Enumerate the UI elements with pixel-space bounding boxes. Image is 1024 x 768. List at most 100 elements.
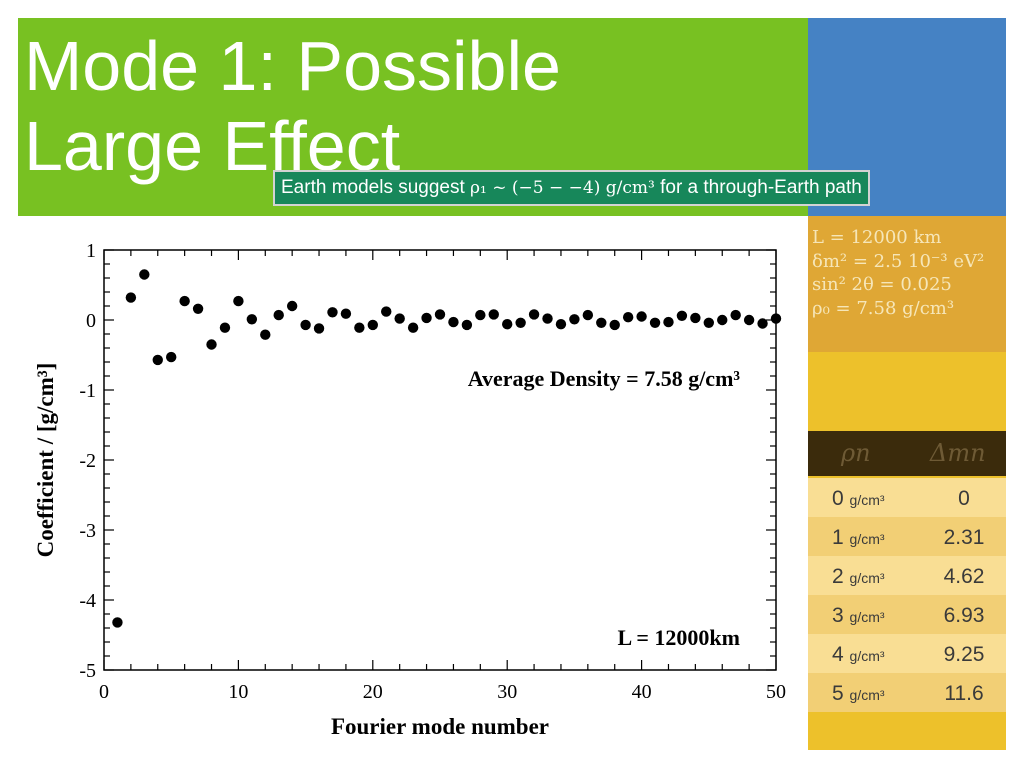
param-baseline: L = 12000 km	[812, 227, 942, 248]
data-point	[649, 317, 661, 328]
data-point	[300, 319, 311, 331]
y-tick-label: -3	[79, 520, 96, 542]
parameter-list: L = 12000 km δm² = 2.5 10⁻³ eV² sin² 2θ …	[812, 226, 1006, 320]
data-point	[609, 319, 620, 331]
data-point	[703, 317, 714, 328]
param-mass-splitting: δm² = 2.5 10⁻³ eV²	[812, 250, 985, 272]
table-cell-rho: 2 g/cm³	[832, 565, 885, 588]
table-row: 1 g/cm³ 2.31	[808, 517, 1006, 556]
annotation-baseline: L = 12000km	[617, 625, 740, 650]
table-cell-delta: 9.25	[943, 643, 985, 666]
data-point	[636, 311, 647, 322]
x-tick-label: 20	[363, 681, 383, 703]
data-point	[327, 307, 338, 318]
table-cell-delta: 11.6	[944, 682, 984, 705]
table-cell-rho: 4 g/cm³	[832, 643, 885, 666]
data-point	[179, 295, 190, 307]
data-point	[206, 339, 217, 350]
data-point	[139, 269, 150, 280]
table-row: 3 g/cm³ 6.93	[808, 595, 1006, 634]
table-cell-rho: 1 g/cm³	[832, 526, 885, 549]
table-cell-delta: 6.93	[943, 604, 985, 627]
data-point	[219, 322, 231, 333]
x-tick-label: 0	[99, 681, 109, 703]
slide-title: Mode 1: Possible Large Effect	[24, 27, 561, 185]
data-point	[434, 309, 446, 320]
orange-accent-block	[808, 216, 1006, 352]
y-tick-label: -1	[79, 380, 96, 402]
density-callout: Earth models suggest ρ₁ ~ (−5 − −4) g/cm…	[273, 170, 870, 206]
y-tick-label: -4	[79, 590, 96, 612]
table-cell-delta: 0	[958, 487, 970, 510]
data-point	[743, 314, 755, 326]
x-tick-label: 10	[228, 681, 248, 703]
param-mixing-angle: sin² 2θ = 0.025	[812, 274, 952, 295]
table-row: 5 g/cm³ 11.6	[808, 673, 1006, 712]
annotation-average-density: Average Density = 7.58 g/cm³	[468, 366, 741, 391]
data-point	[354, 322, 365, 333]
table-row: 2 g/cm³ 4.62	[808, 556, 1006, 595]
data-point	[730, 309, 741, 321]
y-tick-label: -5	[79, 660, 96, 682]
param-average-density: ρ₀ = 7.58 g/cm³	[812, 297, 955, 319]
table-cell-delta: 2.31	[943, 526, 985, 549]
data-point	[286, 300, 298, 312]
data-point	[528, 309, 540, 320]
table-row: 0 g/cm³ 0	[808, 478, 1006, 517]
data-point	[622, 312, 634, 323]
data-point	[246, 314, 258, 325]
data-point	[717, 314, 728, 326]
data-point	[448, 316, 459, 328]
data-point	[502, 319, 513, 330]
data-point	[367, 319, 378, 331]
table-row: 4 g/cm³ 9.25	[808, 634, 1006, 673]
callout-text-before: Earth models suggest	[281, 177, 471, 198]
table-cell-rho: 0 g/cm³	[832, 487, 885, 510]
data-point	[260, 329, 271, 340]
data-point	[192, 303, 204, 314]
callout-text-after: for a through-Earth path	[654, 177, 862, 198]
data-point	[421, 312, 432, 324]
table-header-delta: Δmn	[930, 439, 986, 467]
data-point	[381, 306, 392, 317]
data-point	[555, 319, 567, 330]
table-cell-rho: 5 g/cm³	[832, 682, 885, 705]
data-point	[112, 617, 123, 628]
data-point	[273, 309, 284, 321]
table-header: ρn Δmn	[808, 431, 1006, 476]
data-point	[676, 310, 688, 321]
data-point	[757, 318, 768, 329]
data-point	[596, 317, 607, 328]
callout-math: ρ₁ ~ (−5 − −4) g/cm³	[470, 178, 655, 198]
data-point	[461, 319, 473, 331]
data-point	[125, 292, 137, 303]
data-point	[582, 309, 594, 321]
data-point	[407, 322, 419, 333]
y-axis-label: Coefficient / [g/cm³]	[33, 363, 58, 558]
x-tick-label: 50	[766, 681, 786, 703]
data-point	[515, 317, 526, 328]
data-point	[569, 314, 580, 325]
x-axis-label: Fourier mode number	[331, 714, 549, 739]
table-cell-delta: 4.62	[943, 565, 985, 588]
data-point	[475, 309, 486, 321]
data-point	[152, 354, 163, 366]
y-tick-label: 0	[86, 310, 96, 332]
x-tick-label: 40	[632, 681, 652, 703]
data-point	[340, 308, 352, 319]
table-cell-rho: 3 g/cm³	[832, 604, 885, 627]
table-header-rho: ρn	[841, 439, 871, 467]
y-tick-label: -2	[79, 450, 96, 472]
data-point	[313, 323, 325, 334]
data-point	[770, 313, 782, 324]
data-point	[488, 309, 499, 320]
data-point	[233, 295, 244, 307]
x-tick-label: 30	[497, 681, 517, 703]
data-point	[542, 313, 553, 324]
data-point	[690, 312, 701, 324]
data-point	[663, 316, 674, 328]
data-point	[394, 313, 405, 324]
y-tick-label: 1	[86, 240, 96, 262]
data-point	[166, 351, 177, 363]
